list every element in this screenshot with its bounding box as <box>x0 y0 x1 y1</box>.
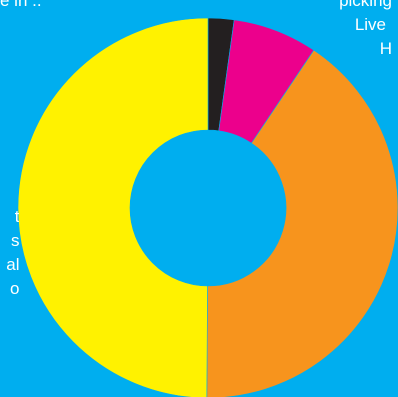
label-left: t s al o <box>0 205 19 301</box>
label-top-left-text: e in .. <box>0 0 42 10</box>
donut-slice-4 <box>17 17 209 397</box>
slices-group <box>17 17 398 397</box>
label-left-line-3: al <box>6 255 20 274</box>
donut-slice-3 <box>206 49 398 397</box>
label-top-right: picking Live H <box>339 0 392 61</box>
label-left-line-2: s <box>10 231 20 250</box>
label-left-line-1: t <box>14 207 20 226</box>
label-top-right-line-1: picking <box>339 0 392 10</box>
label-top-right-line-2: Live <box>354 15 386 34</box>
label-top-left: e in .. <box>0 0 42 13</box>
label-left-line-4: o <box>10 279 20 298</box>
label-top-right-line-3: H <box>379 39 392 58</box>
